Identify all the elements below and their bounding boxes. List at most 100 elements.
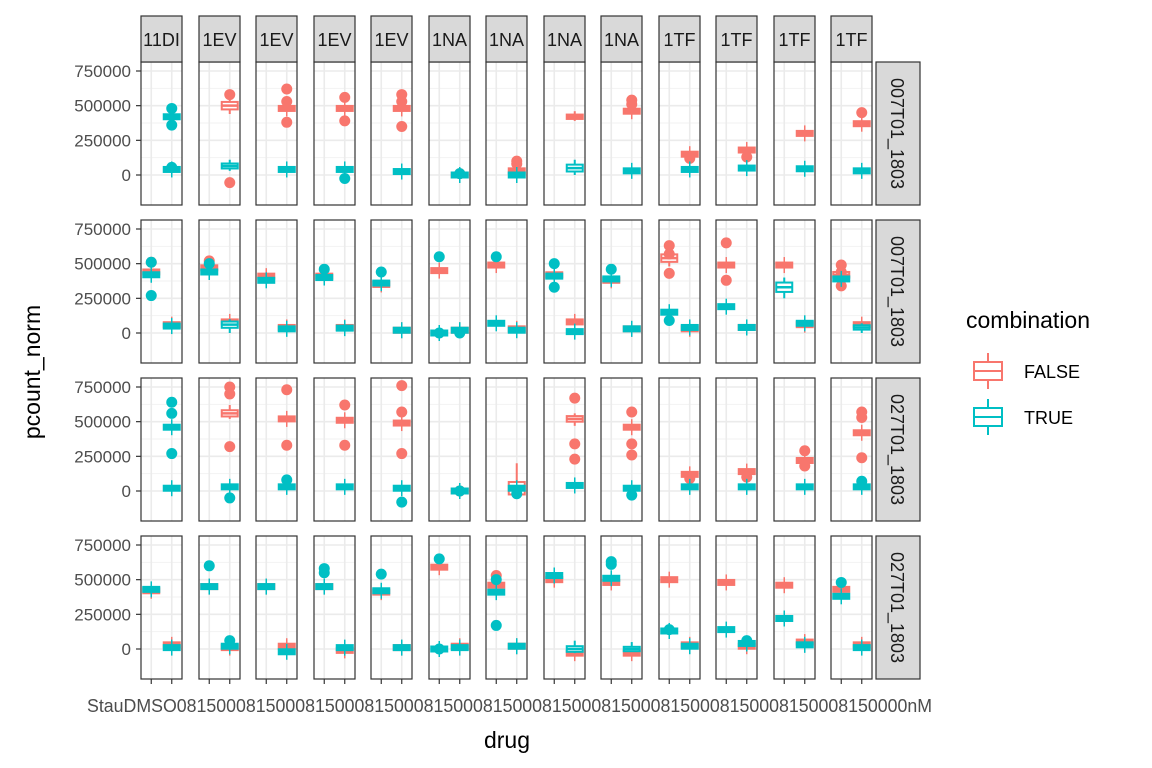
panel-border [428, 377, 471, 522]
facet-panel [141, 536, 182, 679]
box-mark [680, 478, 699, 495]
outlier-point [741, 471, 753, 483]
outlier-point [663, 315, 675, 327]
box-mark [315, 578, 334, 595]
panel-border [313, 535, 356, 680]
box-mark [142, 266, 161, 283]
box-mark [392, 322, 411, 339]
box-mark [257, 272, 276, 289]
facet-panel [716, 378, 757, 521]
row-strip: 007T01_1803 [875, 219, 921, 364]
outlier-point [569, 392, 581, 404]
facet-panel [544, 220, 585, 363]
box-mark [852, 424, 871, 441]
facet-panel [774, 536, 815, 679]
x-tick-labels: StauDMSO08150008150008150008150008150008… [87, 696, 932, 716]
outlier-point [799, 445, 811, 457]
box-mark [545, 567, 564, 584]
outlier-point [396, 380, 408, 392]
outlier-point [339, 91, 351, 103]
facet-panel [486, 536, 527, 679]
outlier-point [548, 258, 560, 270]
svg-text:1EV: 1EV [317, 30, 351, 50]
column-strip: 11DI [140, 15, 183, 63]
panel-border [428, 535, 471, 680]
outlier-point [318, 567, 330, 579]
outlier-point [224, 492, 236, 504]
outlier-point [720, 274, 732, 286]
panel-border [428, 219, 471, 364]
outlier-point [548, 281, 560, 293]
outlier-point [375, 568, 387, 580]
facet-panel [256, 378, 297, 521]
column-strip: 1EV [255, 15, 298, 63]
box-mark [852, 115, 871, 132]
facet-panel [831, 220, 872, 363]
panel-border [543, 535, 586, 680]
box-mark [507, 167, 526, 183]
outlier-point [856, 107, 868, 119]
y-tick-label: 500000 [74, 255, 131, 274]
outlier-point [166, 102, 178, 114]
svg-text:1NA: 1NA [489, 30, 524, 50]
row-strip: 027T01_1803 [875, 377, 921, 522]
outlier-point [145, 290, 157, 302]
svg-text:11DI: 11DI [143, 30, 180, 50]
outlier-point [605, 263, 617, 275]
facet-panel [429, 220, 470, 363]
panel-border [773, 377, 816, 522]
outlier-point [339, 115, 351, 127]
column-strip: 1EV [370, 15, 413, 63]
y-tick-label: 250000 [74, 447, 131, 466]
box-mark [565, 477, 584, 494]
box-mark [335, 320, 354, 337]
panel-border [773, 219, 816, 364]
outlier-point [281, 439, 293, 451]
outlier-point [454, 168, 466, 180]
facet-panel [831, 536, 872, 679]
outlier-point [433, 643, 445, 655]
outlier-point [626, 449, 638, 461]
panel-border [485, 535, 528, 680]
outlier-point [626, 489, 638, 501]
column-strip: 1NA [428, 15, 471, 63]
outlier-point [663, 248, 675, 260]
panel-border [255, 377, 298, 522]
y-tick-label: 750000 [74, 378, 131, 397]
outlier-point [339, 439, 351, 451]
facet-panel [141, 62, 182, 205]
panel-border [658, 377, 701, 522]
box-mark [680, 638, 699, 655]
svg-text:027T01_1803: 027T01_1803 [886, 552, 907, 663]
outlier-point [490, 574, 502, 586]
y-tick-label: 0 [122, 324, 131, 343]
outlier-point [720, 237, 732, 249]
box-mark [852, 639, 871, 656]
facet-panel [314, 378, 355, 521]
legend-key-false [973, 353, 1003, 389]
facet-panel [659, 536, 700, 679]
svg-text:1EV: 1EV [202, 30, 236, 50]
box-mark [277, 320, 296, 337]
outlier-point [454, 327, 466, 339]
facet-panel [659, 220, 700, 363]
panel-border [140, 219, 183, 364]
svg-text:1TF: 1TF [663, 30, 695, 50]
box-mark [680, 161, 699, 178]
column-strip: 1NA [543, 15, 586, 63]
box-mark [487, 315, 506, 332]
outlier-point [741, 151, 753, 163]
facet-panel [486, 378, 527, 521]
svg-text:1NA: 1NA [604, 30, 639, 50]
facet-panel [716, 62, 757, 205]
outlier-point [741, 635, 753, 647]
box-mark [392, 639, 411, 656]
facet-panel [601, 378, 642, 521]
outlier-point [396, 120, 408, 132]
outlier-point [281, 83, 293, 95]
box-mark [220, 478, 239, 495]
box-mark [565, 640, 584, 654]
panel-border [600, 219, 643, 364]
facet-panel [486, 62, 527, 205]
outlier-point [684, 473, 696, 485]
